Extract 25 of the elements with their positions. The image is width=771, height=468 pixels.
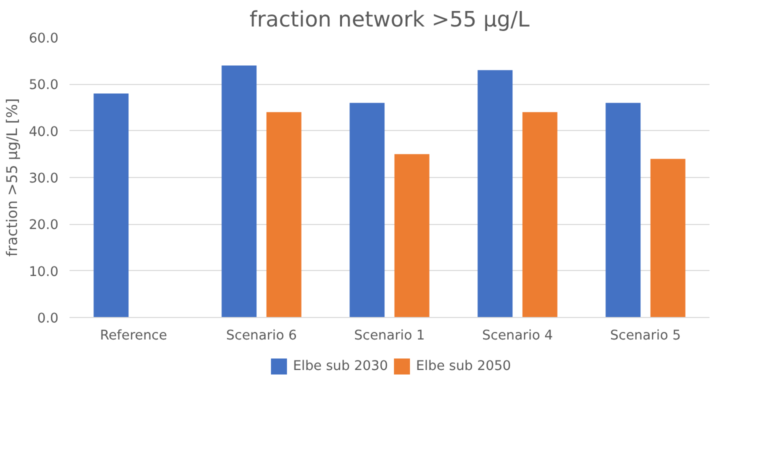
x-tick-label: Scenario 6	[226, 328, 297, 344]
y-tick-label: 0.0	[37, 312, 59, 326]
legend-label: Elbe sub 2050	[416, 358, 512, 374]
bar	[650, 158, 686, 318]
x-tick-label: Scenario 1	[354, 328, 425, 344]
y-axis-title: fraction >55 µg/L [%]	[4, 98, 21, 257]
x-tick-label: Scenario 4	[482, 328, 553, 344]
y-tick-label: 10.0	[28, 264, 59, 280]
y-tick-label: 50.0	[28, 78, 59, 94]
legend-label: Elbe sub 2030	[292, 358, 388, 374]
y-tick-label: 40.0	[28, 124, 59, 140]
bar	[606, 102, 641, 318]
bar	[350, 102, 385, 318]
bar	[478, 70, 513, 318]
bar	[522, 112, 558, 318]
bar	[222, 66, 257, 318]
bar	[394, 154, 430, 318]
x-tick-label: Scenario 5	[610, 328, 681, 344]
y-tick-label: 20.0	[28, 218, 59, 234]
y-tick-label: 60.0	[28, 32, 59, 46]
bar	[94, 94, 129, 318]
y-tick-label: 30.0	[28, 172, 59, 186]
x-tick-label: Reference	[100, 328, 168, 344]
bar	[266, 112, 302, 318]
chart-title: fraction network >55 µg/L	[249, 8, 530, 32]
